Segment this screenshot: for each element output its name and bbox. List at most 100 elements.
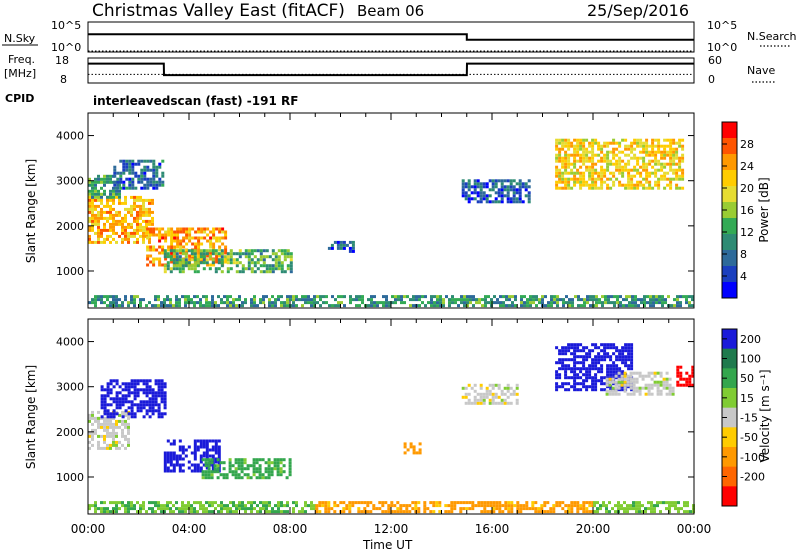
heatmap-cell bbox=[113, 165, 117, 169]
heatmap-cell bbox=[252, 461, 256, 465]
heatmap-cell bbox=[550, 298, 553, 302]
heatmap-cell bbox=[509, 182, 513, 186]
heatmap-cell bbox=[665, 392, 669, 396]
heatmap-cell bbox=[175, 304, 178, 308]
heatmap-cell bbox=[676, 295, 679, 299]
nsky-line bbox=[88, 33, 694, 41]
heatmap-cell bbox=[218, 254, 222, 258]
heatmap-cell bbox=[582, 180, 586, 184]
heatmap-cell bbox=[145, 385, 149, 389]
x-tick-label: 04:00 bbox=[172, 522, 207, 536]
heatmap-cell bbox=[664, 301, 667, 305]
heatmap-cell bbox=[151, 216, 154, 220]
heatmap-cell bbox=[149, 227, 153, 231]
heatmap-cell bbox=[630, 156, 634, 160]
heatmap-cell bbox=[600, 174, 604, 178]
heatmap-cell bbox=[209, 239, 213, 243]
heatmap-cell bbox=[669, 165, 673, 169]
heatmap-cell bbox=[594, 171, 598, 175]
heatmap-cell bbox=[88, 228, 91, 232]
heatmap-cell bbox=[613, 304, 616, 308]
heatmap-cell bbox=[491, 182, 495, 186]
heatmap-cell bbox=[636, 141, 640, 145]
heatmap-cell bbox=[603, 171, 607, 175]
heatmap-cell bbox=[643, 301, 646, 305]
heatmap-cell bbox=[94, 195, 97, 199]
heatmap-cell bbox=[582, 171, 586, 175]
heatmap-cell bbox=[100, 240, 103, 244]
heatmap-cell bbox=[585, 183, 589, 187]
heatmap-cell bbox=[654, 144, 658, 148]
heatmap-cell bbox=[148, 207, 151, 211]
heatmap-cell bbox=[506, 200, 510, 204]
heatmap-cell bbox=[202, 439, 206, 443]
chart-title: Christmas Valley East (fitACF) bbox=[92, 1, 345, 21]
heatmap-cell bbox=[112, 431, 115, 435]
heatmap-cell bbox=[515, 200, 519, 204]
heatmap-cell bbox=[232, 504, 235, 508]
heatmap-cell bbox=[130, 504, 133, 508]
heatmap-cell bbox=[103, 446, 106, 450]
heatmap-cell bbox=[642, 156, 646, 160]
heatmap-cell bbox=[515, 197, 519, 201]
heatmap-cell bbox=[503, 392, 507, 396]
heatmap-cell bbox=[645, 186, 649, 190]
heatmap-cell bbox=[573, 358, 577, 362]
heatmap-cell bbox=[274, 304, 277, 308]
heatmap-cell bbox=[273, 467, 277, 471]
heatmap-cell bbox=[253, 298, 256, 302]
heatmap-cell bbox=[489, 501, 493, 505]
heatmap-cell bbox=[541, 295, 544, 299]
heatmap-cell bbox=[473, 191, 477, 195]
heatmap-cell bbox=[267, 476, 271, 480]
heatmap-cell bbox=[597, 358, 601, 362]
heatmap-cell bbox=[638, 501, 641, 505]
heatmap-cell bbox=[247, 258, 251, 262]
heatmap-cell bbox=[235, 504, 238, 508]
heatmap-cell bbox=[633, 174, 637, 178]
heatmap-cell bbox=[196, 264, 200, 268]
heatmap-cell bbox=[103, 189, 106, 193]
heatmap-cell bbox=[337, 301, 340, 305]
heatmap-cell bbox=[253, 264, 257, 268]
heatmap-cell bbox=[567, 349, 571, 353]
heatmap-cell bbox=[656, 380, 660, 384]
heatmap-cell bbox=[301, 304, 304, 308]
heatmap-cell bbox=[644, 383, 648, 387]
heatmap-cell bbox=[685, 377, 689, 381]
heatmap-cell bbox=[181, 445, 185, 449]
heatmap-cell bbox=[97, 225, 100, 229]
heatmap-cell bbox=[158, 177, 162, 181]
heatmap-cell bbox=[226, 507, 229, 511]
heatmap-cell bbox=[573, 373, 577, 377]
heatmap-cell bbox=[151, 510, 154, 514]
heatmap-cell bbox=[583, 301, 586, 305]
heatmap-cell bbox=[650, 504, 653, 508]
heatmap-cell bbox=[660, 177, 664, 181]
heatmap-cell bbox=[529, 295, 532, 299]
heatmap-cell bbox=[394, 295, 397, 299]
heatmap-cell bbox=[106, 409, 110, 413]
heatmap-cell bbox=[103, 237, 106, 241]
heatmap-cell bbox=[211, 252, 215, 256]
heatmap-cell bbox=[678, 138, 682, 142]
heatmap-cell bbox=[585, 355, 589, 359]
heatmap-cell bbox=[205, 249, 209, 253]
heatmap-cell bbox=[506, 191, 510, 195]
heatmap-cell bbox=[155, 171, 159, 175]
heatmap-cell bbox=[376, 304, 379, 308]
heatmap-cell bbox=[148, 301, 151, 305]
heatmap-cell bbox=[423, 504, 427, 508]
heatmap-cell bbox=[418, 448, 422, 452]
heatmap-cell bbox=[136, 409, 140, 413]
heatmap-cell bbox=[91, 301, 94, 305]
heatmap-cell bbox=[170, 251, 174, 255]
heatmap-cell bbox=[121, 388, 125, 392]
heatmap-cell bbox=[553, 295, 556, 299]
heatmap-cell bbox=[286, 252, 290, 256]
heatmap-cell bbox=[217, 460, 221, 464]
heatmap-cell bbox=[228, 464, 232, 468]
nave-tick-top: 60 bbox=[708, 54, 722, 67]
heatmap-cell bbox=[149, 183, 153, 187]
